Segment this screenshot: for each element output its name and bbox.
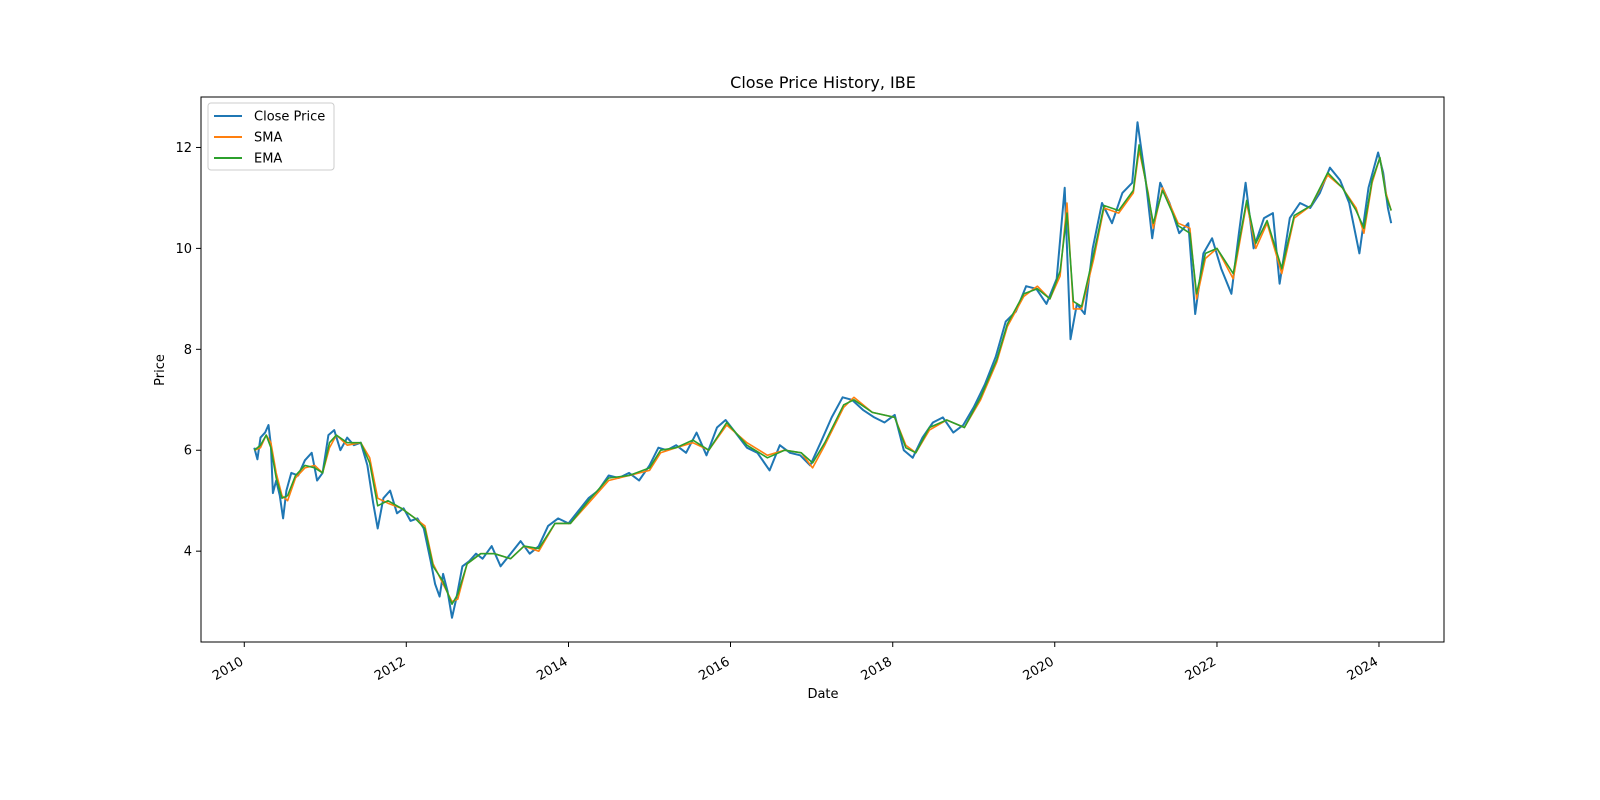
y-axis-label: Price bbox=[153, 354, 168, 386]
series-line-close-price bbox=[253, 121, 1393, 619]
legend-box bbox=[207, 102, 335, 171]
chart-title: Close Price History, IBE bbox=[730, 73, 916, 92]
plot-frame bbox=[200, 96, 1445, 643]
series-line-ema bbox=[253, 144, 1392, 606]
y-axis: 4 6 8 10 12 bbox=[175, 141, 201, 560]
legend-label: EMA bbox=[254, 152, 282, 167]
y-tick-label: 6 bbox=[184, 444, 192, 459]
y-tick-label: 4 bbox=[184, 545, 192, 560]
legend-label: SMA bbox=[254, 131, 282, 146]
x-axis-label: Date bbox=[807, 687, 838, 702]
series-line-sma bbox=[254, 149, 1392, 603]
legend-label: Close Price bbox=[254, 110, 325, 125]
y-tick-label: 8 bbox=[184, 343, 192, 358]
series-layer bbox=[253, 121, 1393, 619]
legend: Close Price SMA EMA bbox=[207, 102, 335, 171]
y-tick-label: 10 bbox=[175, 242, 192, 257]
y-tick-label: 12 bbox=[175, 141, 192, 156]
